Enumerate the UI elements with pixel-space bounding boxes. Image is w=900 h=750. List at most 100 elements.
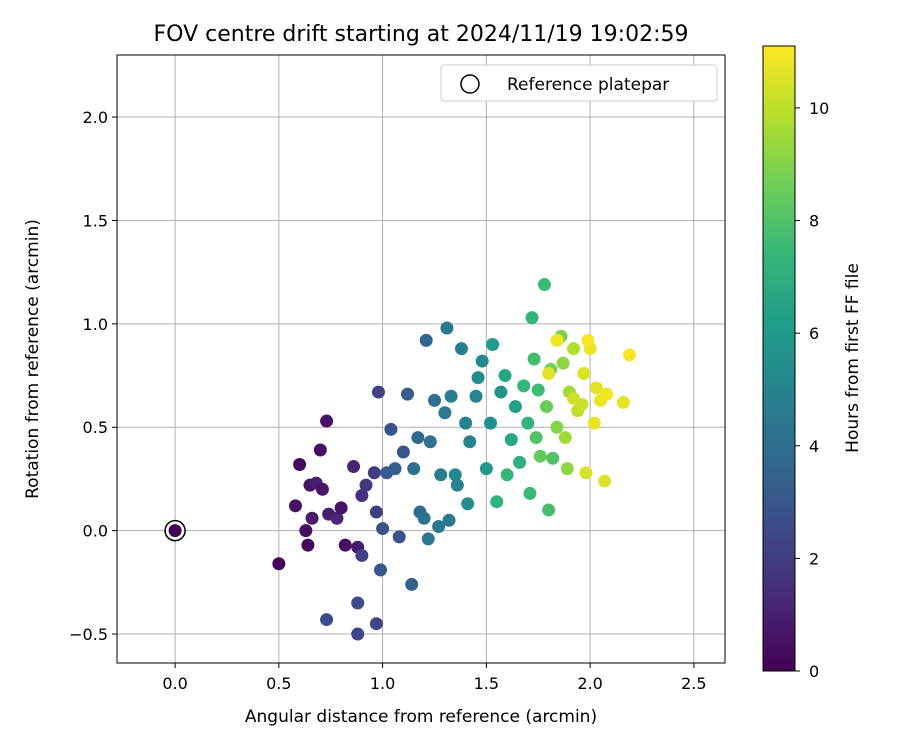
scatter-point — [320, 613, 334, 627]
scatter-point — [550, 333, 564, 347]
grid-lines — [117, 55, 725, 663]
legend-reference-marker-icon — [460, 74, 480, 94]
reference-point — [168, 524, 182, 538]
scatter-point — [440, 321, 454, 335]
scatter-point — [448, 468, 462, 482]
scatter-point — [330, 511, 344, 525]
scatter-point — [567, 342, 581, 356]
scatter-point — [427, 393, 441, 407]
scatter-point — [490, 495, 504, 509]
scatter-point — [581, 333, 595, 347]
scatter-point — [371, 385, 385, 399]
scatter-point — [523, 486, 537, 500]
colorbar-label: Hours from first FF file — [843, 263, 863, 453]
x-axis-ticks: 0.0 0.5 1.0 1.5 2.0 2.5 — [162, 663, 707, 693]
y-tick-label: 1.5 — [83, 211, 108, 230]
scatter-point — [567, 391, 581, 405]
scatter-point — [459, 416, 473, 430]
x-tick-label: 0.0 — [162, 674, 187, 693]
scatter-point — [347, 460, 361, 474]
scatter-point — [550, 420, 564, 434]
scatter-point — [450, 478, 464, 492]
scatter-point — [338, 538, 352, 552]
scatter-point — [623, 348, 637, 362]
scatter-point — [527, 352, 541, 366]
x-tick-label: 2.5 — [681, 674, 706, 693]
scatter-point — [517, 379, 531, 393]
scatter-point — [560, 462, 574, 476]
scatter-point — [537, 278, 551, 292]
plot-area — [117, 55, 725, 663]
scatter-point — [432, 520, 446, 534]
scatter-point — [369, 617, 383, 631]
scatter-point — [299, 524, 313, 538]
scatter-point — [355, 488, 369, 502]
y-axis-label: Rotation from reference (arcmin) — [23, 219, 43, 499]
scatter-point — [293, 457, 307, 471]
scatter-point — [313, 443, 327, 457]
scatter-point — [579, 466, 593, 480]
legend-frame — [440, 64, 718, 102]
scatter-point — [384, 422, 398, 436]
scatter-point — [388, 462, 402, 476]
colorbar-tick-label: 4 — [809, 437, 819, 456]
scatter-point — [461, 497, 475, 511]
legend-box: Reference platepar — [440, 64, 718, 102]
scatter-point — [434, 468, 448, 482]
scatter-point — [533, 449, 547, 463]
y-tick-label: 0.0 — [83, 522, 108, 541]
scatter-point — [419, 333, 433, 347]
scatter-point — [508, 400, 522, 414]
scatter-point — [392, 530, 406, 544]
x-tick-label: 2.0 — [577, 674, 602, 693]
scatter-point — [558, 431, 572, 445]
x-tick-label: 0.5 — [266, 674, 291, 693]
scatter-point — [513, 455, 527, 469]
colorbar-tick-label: 2 — [809, 549, 819, 568]
scatter-point — [546, 451, 560, 465]
scatter-point — [498, 369, 512, 383]
colorbar-tick-label: 8 — [809, 212, 819, 231]
x-tick-label: 1.0 — [370, 674, 395, 693]
scatter-point — [531, 383, 545, 397]
data-points — [272, 278, 637, 641]
scatter-point — [401, 387, 415, 401]
scatter-point — [504, 433, 518, 447]
scatter-point — [500, 468, 514, 482]
plot-frame — [116, 54, 726, 664]
scatter-point — [376, 522, 390, 536]
colorbar-gradient — [762, 45, 796, 672]
scatter-point — [577, 366, 591, 380]
y-tick-label: 0.5 — [83, 418, 108, 437]
scatter-point — [486, 338, 500, 352]
scatter-point — [407, 462, 421, 476]
legend-label: Reference platepar — [507, 75, 669, 95]
scatter-point — [542, 366, 556, 380]
scatter-point — [540, 400, 554, 414]
scatter-point — [479, 462, 493, 476]
scatter-point — [463, 435, 477, 449]
scatter-point — [521, 416, 535, 430]
scatter-point — [359, 478, 373, 492]
scatter-point — [355, 548, 369, 562]
scatter-point — [396, 445, 410, 459]
colorbar-tick-label: 6 — [809, 324, 819, 343]
y-tick-label: 2.0 — [83, 108, 108, 127]
scatter-point — [417, 511, 431, 525]
scatter-point — [320, 414, 334, 428]
scatter-point — [411, 431, 425, 445]
scatter-point — [374, 563, 388, 577]
y-tick-label: −0.5 — [69, 625, 108, 644]
chart-title: FOV centre drift starting at 2024/11/19 … — [154, 22, 689, 47]
scatter-point — [475, 354, 489, 368]
colorbar: 0 2 4 6 8 10 Hours from first FF file — [762, 45, 863, 681]
scatter-point — [423, 435, 437, 449]
scatter-point — [616, 395, 630, 409]
scatter-point — [454, 342, 468, 356]
reference-marker — [164, 519, 186, 542]
scatter-point — [438, 406, 452, 420]
scatter-point — [421, 532, 435, 546]
scatter-point — [442, 513, 456, 527]
scatter-point — [305, 511, 319, 525]
scatter-point — [301, 538, 315, 552]
